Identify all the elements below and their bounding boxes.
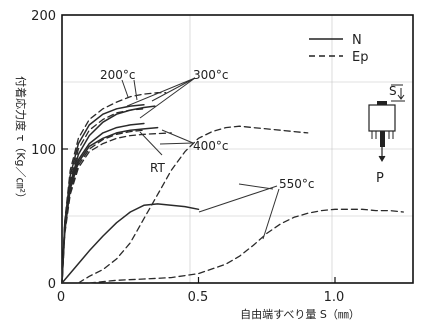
legend: N Ep [309,33,368,65]
specimen-block [368,104,396,132]
y-tick-label-0: 0 [48,277,56,292]
series-line-5 [61,92,167,284]
x-tick-label-2: 1.0 [324,290,345,305]
x-tick-label-1: 0.5 [188,290,209,305]
series-line-7 [61,132,172,284]
axis-ticks [62,148,336,283]
y-axis-title: 付着応力度 τ（Kg／㎝²） [14,76,28,204]
series-line-8 [61,203,200,284]
grid-lines [62,15,413,283]
series-line-0 [61,122,145,284]
x-tick-label-0: 0 [57,290,65,305]
annotation-300c: 300°c [193,68,229,82]
specimen-top-bar [377,101,387,105]
y-tick-label-1: 100 [31,143,56,158]
legend-label-solid: N [352,33,362,48]
legend-label-dashed: Ep [352,50,368,65]
inset-slip-label: S [389,84,397,98]
annotation-rt: RT [150,161,165,175]
annotation-200c: 200°c [100,68,136,82]
annotation-550c: 550°c [279,177,315,191]
annotation-400c: 400°c [193,139,229,153]
series-line-10 [88,208,404,284]
inset-load-label: P [376,171,384,186]
x-axis-title: 自由端すべり量 S（㎜） [240,307,360,321]
series-line-9 [77,125,309,284]
specimen-bar [380,131,385,147]
specimen-inset: S P [368,84,405,186]
y-tick-label-2: 200 [31,9,56,24]
series-layer [61,92,404,284]
callout-lines [121,77,280,240]
